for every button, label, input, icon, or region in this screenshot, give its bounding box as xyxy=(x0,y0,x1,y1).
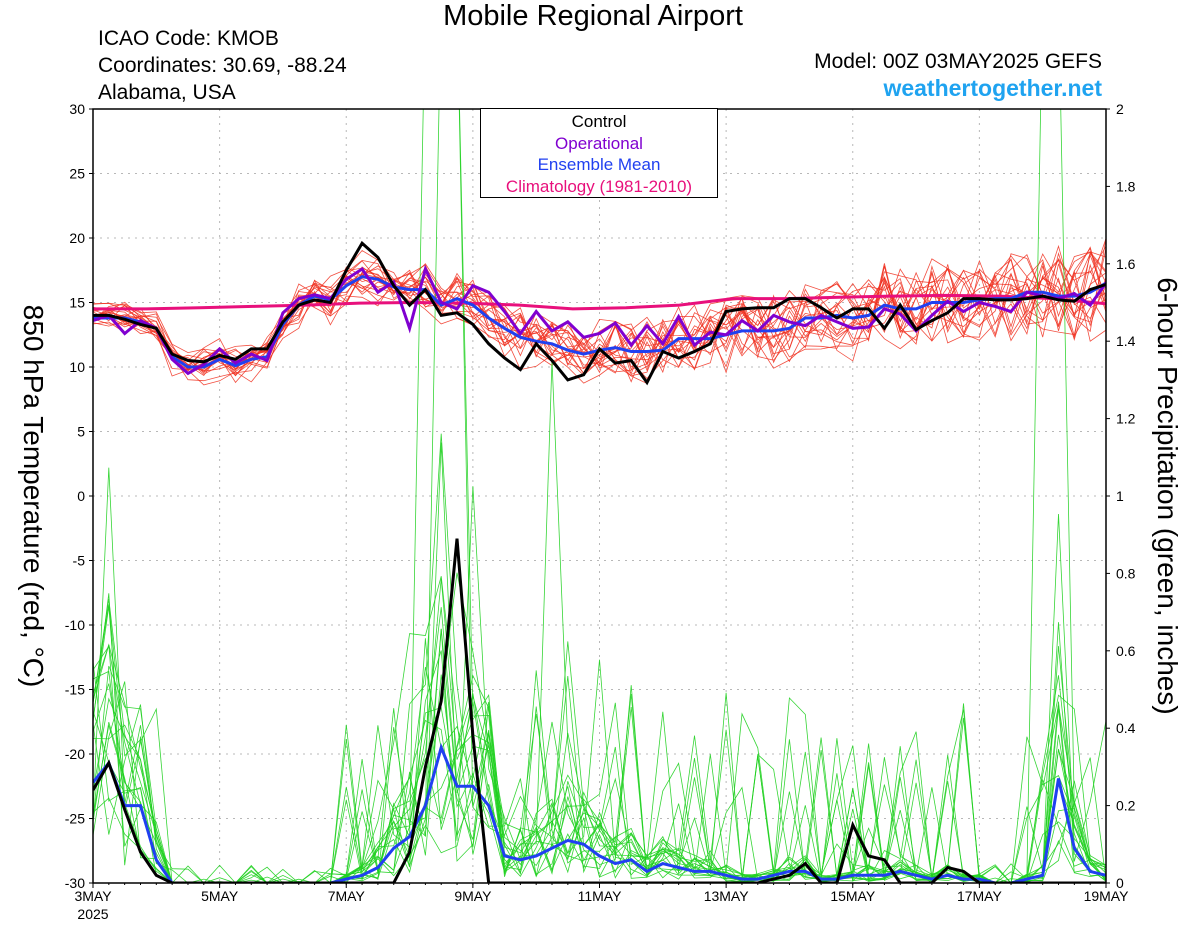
y-tick-label-left: 25 xyxy=(69,166,85,182)
y-tick-label-right: 2 xyxy=(1116,101,1124,117)
x-tick-label: 17MAY xyxy=(957,888,1003,904)
y-tick-label-right: 0.8 xyxy=(1116,565,1136,581)
y-tick-label-right: 1.2 xyxy=(1116,411,1136,427)
legend: Control Operational Ensemble Mean Climat… xyxy=(480,108,718,198)
y-tick-label-left: 10 xyxy=(69,359,85,375)
region: Alabama, USA xyxy=(98,81,236,104)
legend-operational: Operational xyxy=(555,133,643,153)
site-link[interactable]: weathertogether.net xyxy=(883,75,1102,101)
y-tick-label-left: -10 xyxy=(65,617,85,633)
precip-control-line xyxy=(93,538,1106,883)
x-tick-label: 5MAY xyxy=(201,888,239,904)
x-tick-label: 9MAY xyxy=(454,888,492,904)
y-axis-label-left: 850 hPa Temperature (red, °C) xyxy=(18,304,49,688)
y-tick-label-left: -15 xyxy=(65,682,85,698)
y-tick-label-right: 0.4 xyxy=(1116,720,1136,736)
temp-control-line xyxy=(93,240,1106,386)
y-tick-label-right: 0 xyxy=(1116,875,1124,891)
y-tick-label-right: 1.6 xyxy=(1116,256,1136,272)
coordinates: Coordinates: 30.69, -88.24 xyxy=(98,54,347,77)
y-tick-label-left: -5 xyxy=(73,553,86,569)
y-tick-label-right: 1.8 xyxy=(1116,178,1136,194)
x-tick-label: 19MAY xyxy=(1084,888,1130,904)
precipitation-member-line xyxy=(93,360,1106,883)
y-tick-label-left: -30 xyxy=(65,875,85,891)
model-run: Model: 00Z 03MAY2025 GEFS xyxy=(814,50,1102,73)
x-tick-sublabel: 2025 xyxy=(77,906,108,922)
y-tick-label-right: 1 xyxy=(1116,488,1124,504)
legend-control: Control xyxy=(571,112,627,131)
axes-layer: -30-25-20-15-10-505101520253000.20.40.60… xyxy=(65,101,1136,922)
icao-code: ICAO Code: KMOB xyxy=(98,27,279,50)
y-tick-label-right: 0.6 xyxy=(1116,643,1136,659)
climatology-line xyxy=(93,293,1106,311)
x-tick-label: 11MAY xyxy=(578,888,622,904)
x-tick-label: 13MAY xyxy=(704,888,750,904)
y-tick-label-right: 0.2 xyxy=(1116,798,1136,814)
y-tick-label-left: 30 xyxy=(69,101,85,117)
x-tick-label: 15MAY xyxy=(830,888,876,904)
temperature-member-line xyxy=(93,252,1106,377)
chart-title: Mobile Regional Airport xyxy=(443,0,743,32)
legend-ensemble-mean: Ensemble Mean xyxy=(537,155,661,174)
series-layer xyxy=(93,240,1106,883)
legend-climatology: Climatology (1981-2010) xyxy=(505,176,693,196)
temp-operational-line xyxy=(93,264,1106,376)
x-tick-label: 3MAY xyxy=(74,888,112,904)
precipitation-member-line xyxy=(93,433,1106,883)
temperature-member-line xyxy=(93,263,1106,375)
x-tick-label: 7MAY xyxy=(328,888,366,904)
y-axis-label-right: 6-hour Precipitation (green, inches) xyxy=(1152,277,1183,715)
y-tick-label-left: -20 xyxy=(65,746,85,762)
y-tick-label-right: 1.4 xyxy=(1116,333,1136,349)
y-tick-label-left: 5 xyxy=(77,424,85,440)
precipitation-member-line xyxy=(93,628,1106,883)
temperature-member-line xyxy=(93,257,1106,375)
y-tick-label-left: 20 xyxy=(69,230,85,246)
y-tick-label-left: -25 xyxy=(65,811,85,827)
y-tick-label-left: 15 xyxy=(69,295,85,311)
y-tick-label-left: 0 xyxy=(77,488,85,504)
precipitation-member-line xyxy=(93,674,1106,883)
